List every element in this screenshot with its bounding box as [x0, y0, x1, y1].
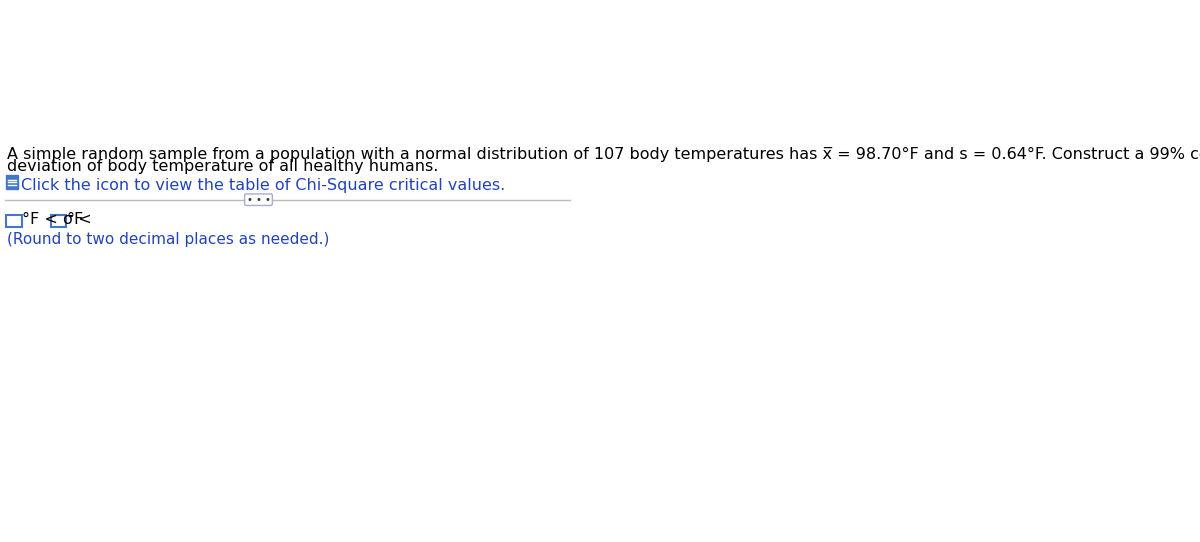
Text: A simple random sample from a population with a normal distribution of 107 body : A simple random sample from a population…	[7, 147, 1200, 162]
Text: • • •: • • •	[246, 195, 270, 205]
Text: Click the icon to view the table of Chi-Square critical values.: Click the icon to view the table of Chi-…	[22, 178, 505, 192]
FancyBboxPatch shape	[245, 194, 272, 205]
Text: (Round to two decimal places as needed.): (Round to two decimal places as needed.)	[7, 232, 329, 247]
Text: °F < σ <: °F < σ <	[22, 212, 91, 227]
Text: °F: °F	[66, 212, 83, 227]
FancyBboxPatch shape	[6, 215, 22, 228]
Text: deviation of body temperature of all healthy humans.: deviation of body temperature of all hea…	[7, 159, 438, 174]
FancyBboxPatch shape	[50, 215, 66, 228]
FancyBboxPatch shape	[6, 175, 18, 189]
